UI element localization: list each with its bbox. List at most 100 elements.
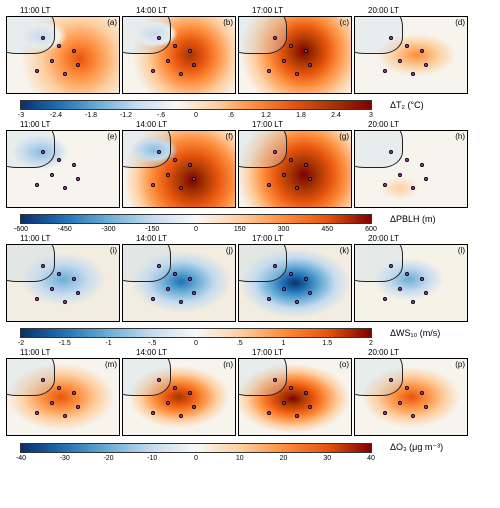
station-dot [389,150,393,154]
station-dot [188,163,192,167]
colorbar-label: ΔPBLH (m) [390,214,436,224]
colorbar-tick: -1 [105,340,111,347]
station-dot [192,177,196,181]
map-panel: (g)31°40′N31°20′N31°N30°40′N120°E120°30′… [238,130,352,208]
colorbar-tick: -450 [58,226,72,233]
station-dot [179,300,183,304]
station-dot [389,264,393,268]
colorbar-tick: .6 [228,112,234,119]
time-label: 11:00 LT [6,234,120,243]
station-dot [188,49,192,53]
colorbar-tick: -20 [103,455,113,462]
station-dot [398,401,402,405]
colorbar-tick: 150 [234,226,246,233]
station-dot [304,163,308,167]
station-dot [63,414,67,418]
colorbar-tick: -.5 [148,340,156,347]
station-dot [383,183,387,187]
station-dot [289,386,293,390]
time-label: 11:00 LT [6,6,120,15]
time-label: 20:00 LT [354,6,468,15]
map-panel: (j)31°40′N31°20′N31°N30°40′N120°E120°30′… [122,244,236,322]
colorbar-tick: -2.4 [50,112,62,119]
colorbar-tick: -600 [14,226,28,233]
station-dot [289,44,293,48]
colorbar-tick: -40 [16,455,26,462]
station-dot [383,411,387,415]
colorbar-tick: 450 [321,226,333,233]
time-label: 17:00 LT [238,234,352,243]
colorbar-tick: -10 [147,455,157,462]
colorbar-tick: 30 [323,455,331,462]
station-dot [57,158,61,162]
station-dot [157,36,161,40]
time-label: 14:00 LT [122,348,236,357]
station-dot [63,186,67,190]
station-dot [295,300,299,304]
map-panel: (b)31°40′N31°20′N31°N30°40′N120°E120°30′… [122,16,236,94]
station-dot [157,264,161,268]
time-label: 11:00 LT [6,348,120,357]
map-panel: (h)31°40′N31°20′N31°N30°40′N120°E120°30′… [354,130,468,208]
station-dot [420,49,424,53]
station-dot [41,264,45,268]
station-dot [192,63,196,67]
time-label: 17:00 LT [238,6,352,15]
colorbar-tick: 0 [194,226,198,233]
station-dot [173,386,177,390]
map-panel: (d)31°40′N31°20′N31°N30°40′N120°E120°30′… [354,16,468,94]
station-dot [424,177,428,181]
station-dot [295,186,299,190]
colorbar-tick: 1.2 [261,112,271,119]
panel-letter: (o) [339,360,349,369]
map-panel: (m)31°40′N31°20′N31°N30°40′N120°E120°30′… [6,358,120,436]
panel-letter: (d) [455,18,465,27]
station-dot [411,186,415,190]
time-label: 14:00 LT [122,120,236,129]
panel-letter: (f) [225,132,233,141]
panel-letter: (m) [105,360,117,369]
station-dot [151,297,155,301]
station-dot [173,158,177,162]
station-dot [308,405,312,409]
station-dot [166,287,170,291]
colorbar-tick: -30 [60,455,70,462]
station-dot [72,391,76,395]
station-dot [398,173,402,177]
station-dot [179,186,183,190]
station-dot [192,405,196,409]
colorbar-tick: 1.5 [322,340,332,347]
colorbar-tick: -1.8 [85,112,97,119]
station-dot [72,163,76,167]
panel-letter: (c) [340,18,349,27]
colorbar-label: ΔT₂ (°C) [390,100,424,110]
station-dot [289,272,293,276]
station-dot [35,69,39,73]
station-dot [411,72,415,76]
map-panel: (e)31°40′N31°20′N31°N30°40′N120°E120°30′… [6,130,120,208]
colorbar-tick: 0 [194,112,198,119]
station-dot [308,291,312,295]
station-dot [282,173,286,177]
station-dot [50,59,54,63]
station-dot [57,386,61,390]
map-panel: (c)31°40′N31°20′N31°N30°40′N120°E120°30′… [238,16,352,94]
panel-letter: (p) [455,360,465,369]
station-dot [273,36,277,40]
station-dot [424,291,428,295]
panel-letter: (n) [223,360,233,369]
station-dot [76,177,80,181]
station-dot [389,36,393,40]
station-dot [50,401,54,405]
station-dot [289,158,293,162]
station-dot [420,163,424,167]
station-dot [304,391,308,395]
station-dot [173,272,177,276]
colorbar-tick: 1.8 [296,112,306,119]
station-dot [424,63,428,67]
station-dot [72,277,76,281]
station-dot [389,378,393,382]
panel-letter: (g) [339,132,349,141]
station-dot [63,300,67,304]
colorbar-tick: 3 [369,112,373,119]
